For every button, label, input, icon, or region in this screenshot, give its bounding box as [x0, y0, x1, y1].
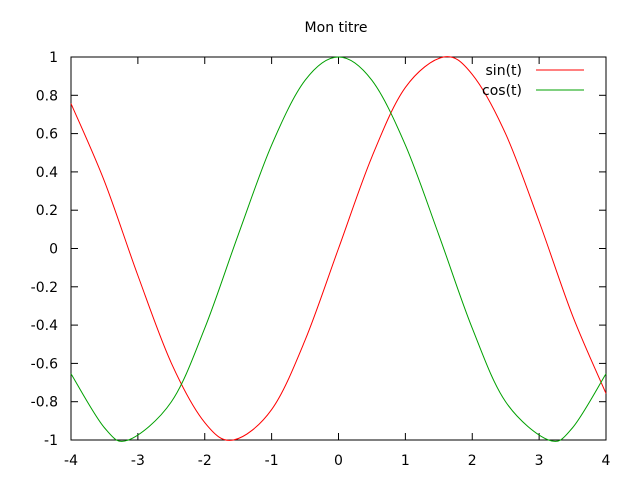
y-axis: -1 -0.8 -0.6 -0.4 -0.2 0 0.2 0.4 0.6 0.8 1 — [31, 50, 606, 449]
legend-label: sin(t) — [486, 63, 522, 79]
y-tick-label: -0.2 — [31, 280, 58, 296]
legend-label: cos(t) — [482, 83, 522, 99]
series-layer — [70, 56, 607, 442]
y-tick-label: -0.4 — [31, 318, 58, 334]
y-tick-label: 0 — [49, 242, 58, 258]
x-tick-label: -3 — [131, 453, 145, 469]
x-tick-label: -4 — [64, 453, 78, 469]
y-tick-label: 0.6 — [36, 127, 58, 143]
y-tick-label: -1 — [44, 433, 58, 449]
y-tick-label: -0.8 — [31, 395, 58, 411]
series-line-1 — [70, 56, 607, 442]
y-tick-label: 0.8 — [36, 88, 58, 104]
legend: sin(t) cos(t) — [482, 63, 584, 99]
x-tick-label: 2 — [468, 453, 477, 469]
chart-title: Mon titre — [305, 20, 368, 36]
x-tick-label: 3 — [535, 453, 544, 469]
y-tick-label: 1 — [49, 50, 58, 66]
y-tick-label: 0.4 — [36, 165, 58, 181]
y-tick-label: -0.6 — [31, 356, 58, 372]
x-tick-label: 0 — [334, 453, 343, 469]
x-tick-label: 1 — [401, 453, 410, 469]
series-line-0 — [70, 56, 607, 441]
x-tick-label: -2 — [198, 453, 212, 469]
x-tick-label: -1 — [265, 453, 279, 469]
x-tick-label: 4 — [602, 453, 611, 469]
x-axis: -4 -3 -2 -1 0 1 2 3 4 — [64, 57, 611, 469]
y-tick-label: 0.2 — [36, 203, 58, 219]
